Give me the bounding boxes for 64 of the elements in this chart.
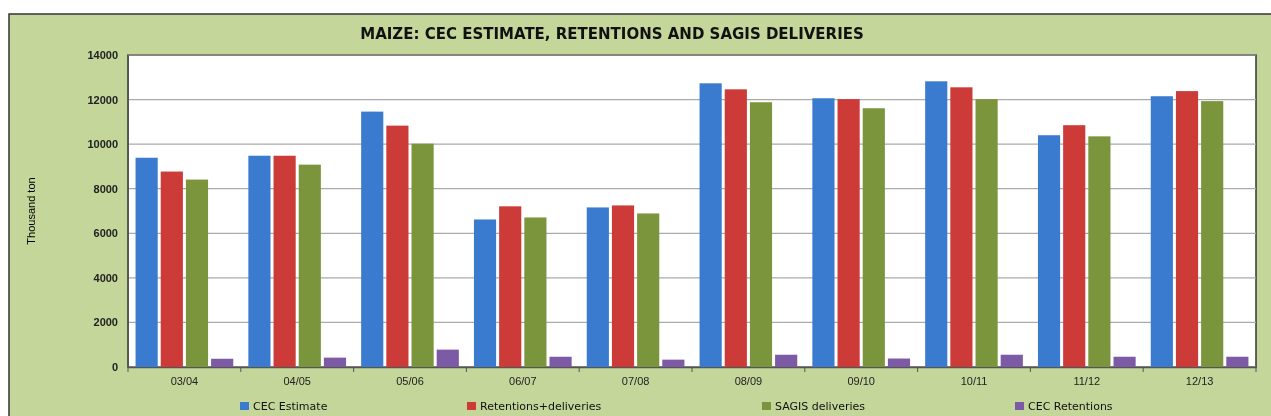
bar	[135, 157, 158, 367]
bar	[925, 81, 948, 367]
x-tick-label: 12/13	[1185, 374, 1214, 387]
bar	[837, 99, 860, 367]
bar	[1201, 101, 1224, 367]
x-tick-label: 08/09	[734, 374, 763, 387]
legend-label: Retentions+deliveries	[480, 400, 602, 413]
bar	[323, 357, 347, 367]
bar	[549, 356, 572, 367]
bar	[1088, 136, 1111, 367]
bar	[411, 143, 434, 367]
x-tick-label: 10/11	[960, 374, 988, 387]
bar	[586, 207, 609, 367]
bar	[160, 171, 183, 367]
bar	[185, 179, 209, 367]
bar	[1000, 354, 1023, 367]
bar	[611, 205, 635, 367]
bar	[1175, 91, 1199, 367]
bar	[699, 83, 722, 367]
legend-label: CEC Retentions	[1028, 400, 1113, 413]
x-tick-label: 09/10	[847, 374, 875, 387]
bar	[473, 219, 497, 367]
x-tick-label: 06/07	[509, 374, 537, 387]
y-tick-label: 12000	[87, 93, 118, 106]
bar	[298, 164, 321, 367]
bar	[1113, 356, 1136, 367]
bar	[950, 87, 973, 367]
x-tick-label: 07/08	[621, 374, 650, 387]
bar	[248, 155, 271, 367]
bar	[1063, 125, 1086, 367]
y-tick-label: 14000	[87, 49, 118, 62]
bar	[386, 125, 409, 367]
bar	[524, 217, 547, 367]
x-tick-label: 05/06	[396, 374, 424, 387]
bar	[211, 358, 234, 367]
bar	[862, 108, 885, 367]
y-tick-label: 10000	[87, 138, 118, 151]
y-tick-label: 8000	[93, 182, 118, 195]
bar	[1037, 135, 1061, 367]
bar	[775, 354, 798, 367]
y-tick-label: 2000	[93, 316, 118, 329]
bar	[273, 155, 296, 367]
y-tick-label: 6000	[93, 227, 118, 240]
bar	[1226, 356, 1249, 367]
bar	[361, 111, 384, 367]
bar	[887, 358, 911, 367]
legend-label: SAGIS deliveries	[775, 400, 866, 413]
y-axis-title: Thousand ton	[25, 177, 37, 245]
legend-label: CEC Estimate	[253, 400, 328, 413]
bar	[436, 349, 459, 367]
bar	[812, 98, 835, 367]
x-tick-label: 04/05	[283, 374, 311, 387]
chart-title: MAIZE: CEC ESTIMATE, RETENTIONS AND SAGIS DELIVERIES	[360, 25, 864, 43]
x-tick-label: 03/04	[170, 374, 199, 387]
bar	[1150, 96, 1173, 367]
bar	[975, 99, 998, 367]
y-tick-label: 4000	[93, 271, 118, 284]
bar	[499, 206, 522, 367]
y-tick-label: 0	[111, 361, 118, 374]
bar	[749, 102, 773, 367]
bar	[724, 89, 747, 367]
bar	[637, 213, 660, 367]
x-tick-label: 11/12	[1073, 374, 1101, 387]
bar	[662, 359, 685, 367]
